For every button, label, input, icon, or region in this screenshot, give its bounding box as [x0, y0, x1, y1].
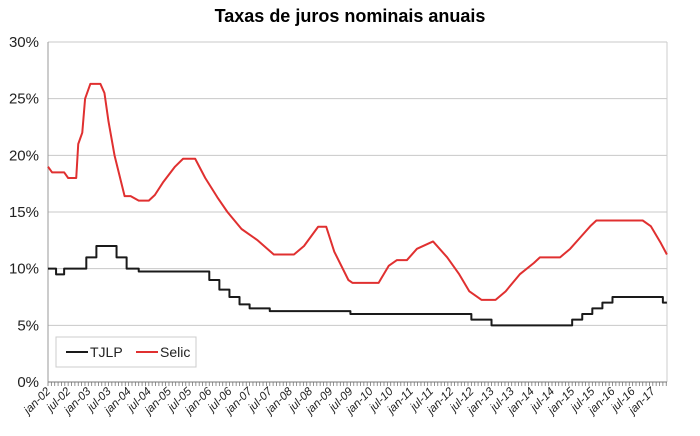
series-line-tjlp [48, 245, 667, 327]
legend-label-tjlp: TJLP [90, 344, 123, 360]
y-tick-label: 5% [17, 317, 39, 334]
y-tick-label: 20% [9, 147, 39, 164]
y-tick-label: 25% [9, 91, 39, 108]
y-tick-label: 10% [9, 261, 39, 278]
y-tick-label: 0% [17, 374, 39, 391]
series-line-selic [47, 82, 668, 301]
legend-label-selic: Selic [160, 344, 190, 360]
y-tick-label: 15% [9, 204, 39, 221]
y-tick-label: 30% [9, 34, 39, 51]
chart-title: Taxas de juros nominais anuais [214, 6, 486, 26]
